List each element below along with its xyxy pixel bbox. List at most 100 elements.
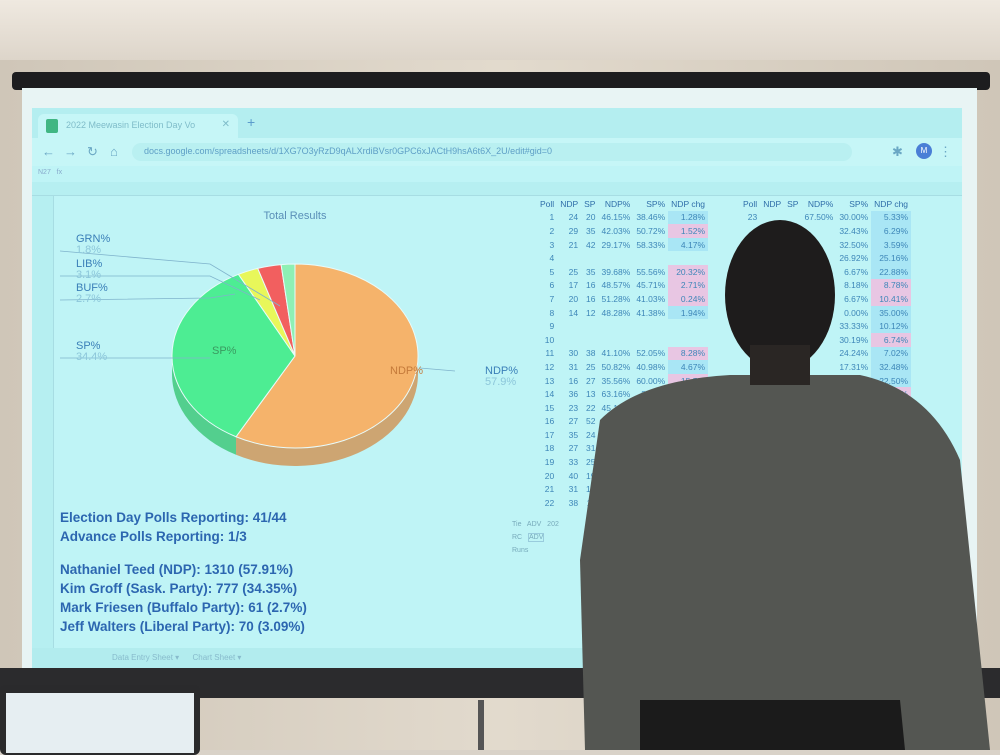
table-cell[interactable]: 16 [544,416,555,427]
table-cell[interactable]: 18 [544,443,555,454]
table-cell[interactable]: 21 [568,239,579,250]
table-cell[interactable]: 0.00% [844,307,869,318]
table-cell[interactable]: 4.17% [668,237,709,252]
table-cell[interactable] [633,496,668,510]
table-cell[interactable]: 29.17% [601,239,631,250]
table-cell[interactable] [760,387,784,401]
table-cell[interactable]: 22.50% [871,373,912,388]
table-cell[interactable]: 31 [586,443,596,454]
table-cell[interactable]: 50.72% [636,225,666,236]
table-cell[interactable]: 24 [568,212,579,223]
table-cell[interactable]: 1.28% [668,210,709,225]
table-cell[interactable]: 45.71% [636,280,666,291]
table-cell[interactable] [760,347,784,361]
column-header[interactable]: Poll [743,198,758,209]
table-cell[interactable] [740,279,760,293]
table-cell[interactable] [668,333,708,347]
sheet-tab-chart[interactable]: Chart Sheet [192,653,236,662]
table-cell[interactable]: 16 [586,280,596,291]
browser-tab[interactable]: 2022 Meewasin Election Day Vo ✕ [38,114,238,138]
table-cell[interactable]: 22.8% [641,389,666,400]
table-cell[interactable]: 6.67% [844,266,869,277]
menu-icon[interactable]: ⋮ [939,144,952,159]
table-cell[interactable]: 20 [568,293,579,304]
table-cell[interactable] [668,251,708,265]
avatar[interactable]: M [916,143,932,159]
table-cell[interactable] [784,374,801,388]
home-icon[interactable]: ⌂ [110,144,118,159]
table-cell[interactable] [784,292,801,306]
table-cell[interactable]: 25 [586,457,596,468]
table-cell[interactable]: 51.28% [601,293,631,304]
table-cell[interactable] [740,374,760,388]
table-cell[interactable] [633,415,668,429]
table-cell[interactable]: 30 [568,348,579,359]
table-cell[interactable]: 10 [544,334,555,345]
table-cell[interactable]: 35.00% [871,305,912,320]
table-cell[interactable]: 32.43% [839,225,869,236]
table-cell[interactable]: 1.52% [668,224,709,238]
table-cell[interactable]: 15 [586,484,596,495]
table-cell[interactable]: 32.48% [871,360,912,374]
table-cell[interactable] [784,333,801,347]
table-cell[interactable] [801,333,836,347]
back-icon[interactable]: ← [42,144,55,159]
table-cell[interactable]: 58.33% [636,239,666,250]
table-cell[interactable]: 48.57% [601,280,631,291]
close-tab-icon[interactable]: ✕ [221,119,230,130]
table-cell[interactable] [633,428,668,442]
table-cell[interactable]: 35 [586,225,596,236]
column-header[interactable]: NDP chg [874,198,909,209]
table-cell[interactable]: 22 [586,402,596,413]
table-cell[interactable]: 23 [568,402,579,413]
table-cell[interactable] [760,279,784,293]
table-cell[interactable]: 22.88% [871,264,912,279]
table-cell[interactable] [784,251,801,265]
table-cell[interactable] [668,455,708,469]
column-header[interactable]: Poll [540,198,555,209]
table-cell[interactable]: 12 [544,361,555,372]
table-cell[interactable]: 39.68% [601,266,631,277]
table-cell[interactable] [836,387,871,401]
pie-slice-grn[interactable] [280,263,296,357]
table-cell[interactable]: 13 [586,389,596,400]
reload-icon[interactable]: ↻ [87,144,98,159]
table-cell[interactable]: 6.67% [844,293,869,304]
table-cell[interactable]: 7 [549,293,555,304]
table-cell[interactable]: 13 [544,375,555,386]
table-cell[interactable]: 10.12% [871,319,912,333]
table-cell[interactable] [668,469,708,483]
table-cell[interactable]: 50.82% [601,361,631,372]
table-cell[interactable]: 30.19% [839,334,869,345]
table-cell[interactable] [740,292,760,306]
sheet-tab-data-entry[interactable]: Data Entry Sheet [112,653,173,662]
table-cell[interactable]: 27 [568,443,579,454]
table-cell[interactable]: 16 [568,375,579,386]
table-cell[interactable] [668,415,708,429]
table-cell[interactable]: 8.28% [668,346,709,361]
table-cell[interactable]: 56.4% [606,429,631,440]
table-cell[interactable] [784,347,801,361]
formula-bar[interactable]: N27 fx [38,169,63,176]
table-cell[interactable]: 20.32% [668,264,709,279]
table-cell[interactable] [668,442,708,456]
column-header[interactable]: NDP chg [671,198,706,209]
table-cell[interactable]: 27 [586,375,596,386]
table-cell[interactable] [557,251,581,265]
table-cell[interactable] [801,292,836,306]
table-cell[interactable] [784,279,801,293]
table-cell[interactable] [581,251,598,265]
table-cell[interactable]: 29 [568,225,579,236]
table-cell[interactable]: 35.56% [601,375,631,386]
table-cell[interactable]: 36 [568,389,579,400]
table-cell[interactable] [633,442,668,456]
table-cell[interactable] [598,319,633,333]
table-cell[interactable]: 35 [568,429,579,440]
table-cell[interactable]: 16 [586,293,596,304]
table-cell[interactable]: 3 [549,239,555,250]
table-cell[interactable] [760,360,784,374]
table-cell[interactable]: 46.15% [601,212,631,223]
table-cell[interactable]: 40.98% [636,361,666,372]
table-cell[interactable]: 32.14% [601,416,631,427]
table-cell[interactable] [633,319,668,333]
